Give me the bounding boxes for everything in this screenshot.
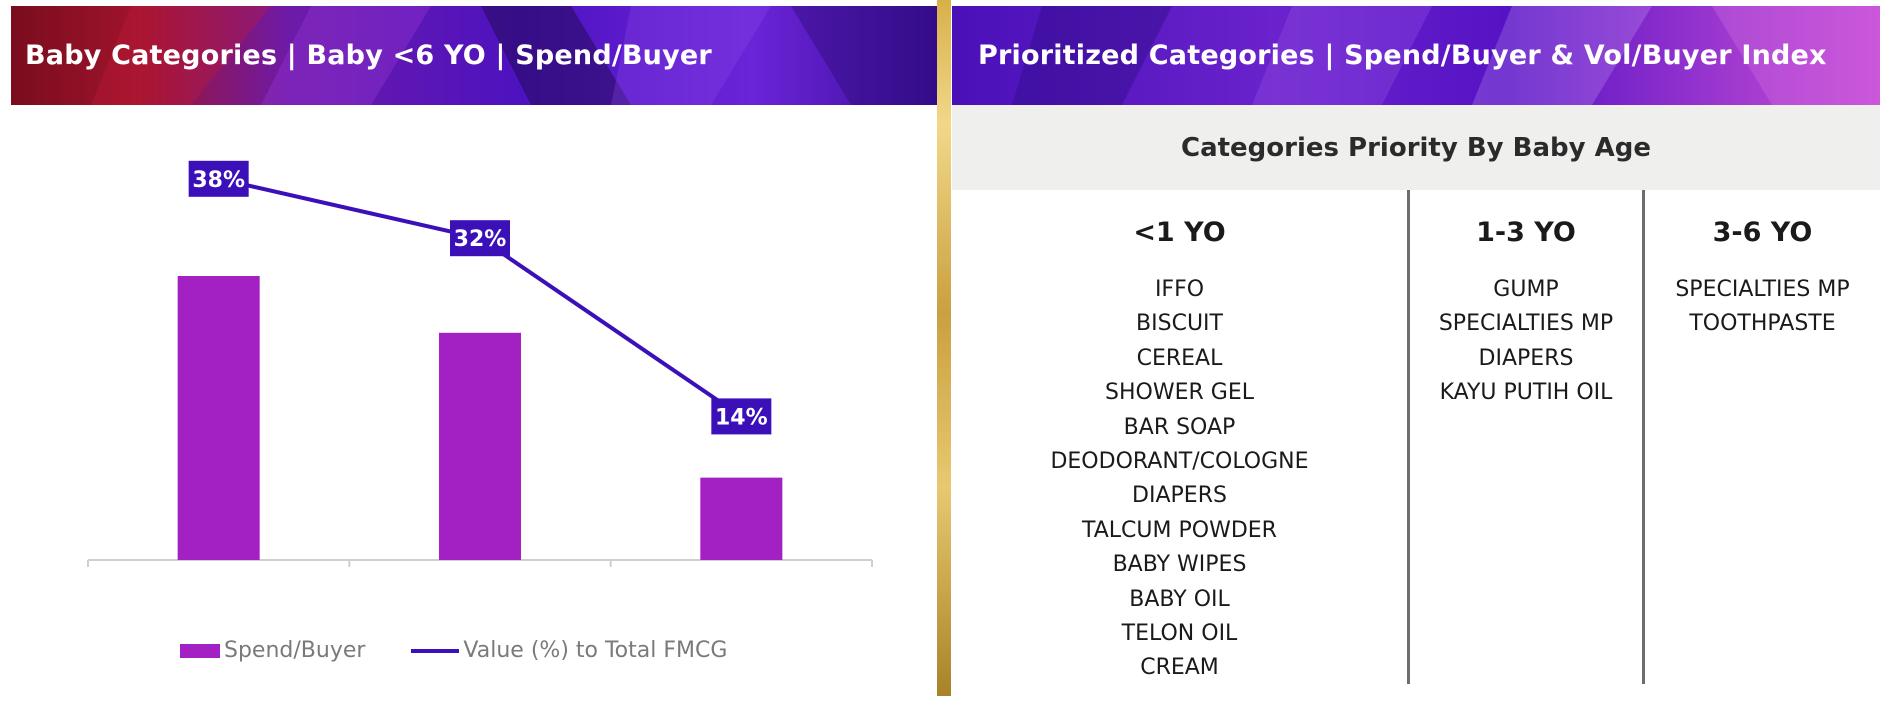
categories-priority-header: Categories Priority By Baby Age [952,105,1880,190]
category-list: GUMP SPECIALTIES MP DIAPERS KAYU PUTIH OIL [1410,273,1642,411]
data-label: 14% [715,405,768,430]
data-label: 32% [454,227,507,252]
chart-title-banner: Baby Categories | Baby <6 YO | Spend/Buy… [11,6,937,105]
category-list: IFFO BISCUIT CEREAL SHOWER GEL BAR SOAP DEODO… [952,273,1407,686]
category-item: DIAPERS [1132,483,1227,509]
category-item: BISCUIT [1136,311,1223,337]
data-label-box [188,160,249,197]
x-tick-label: 3-6 YO [705,578,777,580]
category-item: BABY OIL [1129,586,1230,612]
bar-spend-per-buyer [439,332,521,560]
column-divider [1407,190,1410,684]
column-heading: 1-3 YO [1476,217,1576,248]
data-label-box [711,398,772,435]
column-heading: 3-6 YO [1712,217,1813,248]
categories-title-banner: Prioritized Categories | Spend/Buyer & V… [952,6,1880,105]
bar-spend-per-buyer [177,276,260,560]
left-panel-title: Baby Categories | Baby <6 YO | Spend/Buy… [25,40,712,71]
spend-per-buyer-chart: 0-1 YO 1-3 YO 3-6 YO 38% 32% 14% [87,160,873,580]
category-item: DIAPERS [1478,345,1574,371]
banner-background [11,6,937,105]
category-item: BABY WIPES [1112,552,1247,578]
banner-background [952,6,1880,105]
category-item: SPECIALTIES MP [1438,311,1614,337]
category-list: SPECIALTIES MP TOOTHPASTE [1645,273,1880,342]
x-tick-label: 1-3 YO [444,578,516,580]
category-item: DEODORANT/COLOGNE [1050,449,1309,475]
category-item: TOOTHPASTE [1689,311,1836,337]
bar-spend-per-buyer [700,477,783,560]
column-divider [1642,190,1645,684]
age-column-3-6: 3-6 YO SPECIALTIES MP TOOTHPASTE [1645,190,1880,342]
age-column-1-3: 1-3 YO GUMP SPECIALTIES MP DIAPERS KAYU PUT… [1410,190,1642,411]
category-item: SHOWER GEL [1105,380,1254,406]
category-item: IFFO [1154,277,1205,302]
category-item: GUMP [1493,277,1559,302]
category-item: CREAM [1140,655,1219,681]
gold-divider [937,0,951,696]
column-heading: <1 YO [1133,217,1226,248]
x-tick-label: 0-1 YO [182,578,254,580]
legend-label-line: Value (%) to Total FMCG [463,638,728,663]
legend-swatch-bar [180,643,220,658]
category-item: TALCUM POWDER [1082,517,1277,543]
category-item: SPECIALTIES MP [1675,277,1850,302]
data-label: 38% [192,168,245,193]
category-item: CEREAL [1136,345,1223,371]
legend-swatch-line [411,648,460,653]
category-item: TELON OIL [1121,621,1238,647]
category-item: KAYU PUTIH OIL [1439,380,1613,406]
right-panel-title: Prioritized Categories | Spend/Buyer & V… [978,40,1827,71]
data-label-box [450,220,510,257]
legend-label-bar: Spend/Buyer [224,638,366,663]
age-column-under-1: <1 YO IFFO BISCUIT CEREAL SHOWER GEL BAR SOA… [952,190,1407,686]
chart-legend: Spend/Buyer Value (%) to Total FMCG [180,638,727,663]
category-item: BAR SOAP [1123,414,1236,440]
